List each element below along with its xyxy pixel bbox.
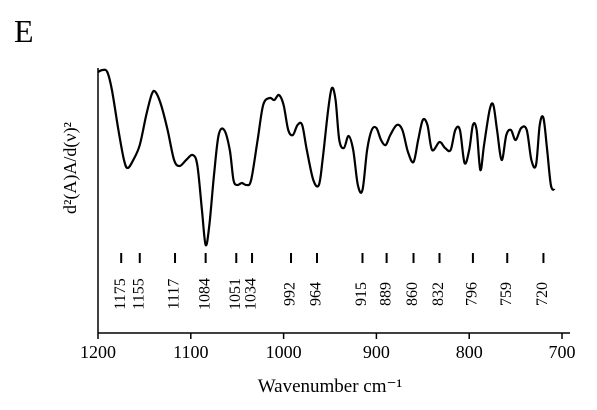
peak-label: 1117 <box>166 279 183 310</box>
peak-label: 1034 <box>243 278 260 310</box>
peak-label: 1051 <box>227 278 244 310</box>
peak-label: 1175 <box>112 278 129 309</box>
y-axis-label: d²(A)A/d(ν)² <box>60 122 81 214</box>
x-tick-label: 900 <box>363 342 390 362</box>
x-tick-label: 1000 <box>266 342 302 362</box>
peak-label: 915 <box>353 282 370 306</box>
peak-label: 832 <box>430 282 447 306</box>
peak-label: 1155 <box>130 278 147 309</box>
peak-label: 860 <box>404 282 421 306</box>
x-tick-label: 700 <box>549 342 576 362</box>
x-tick-label: 1100 <box>173 342 208 362</box>
peak-label: 992 <box>282 282 299 306</box>
peak-label: 720 <box>534 282 551 306</box>
peak-label: 889 <box>377 282 394 306</box>
peak-label: 759 <box>498 282 515 306</box>
x-axis-label: Wavenumber cm⁻¹ <box>258 376 403 397</box>
peak-label: 1084 <box>196 278 213 310</box>
spectrum-line <box>97 68 556 247</box>
panel-label: E <box>14 13 34 49</box>
peak-label: 796 <box>464 282 481 306</box>
x-tick-label: 800 <box>456 342 483 362</box>
peak-label: 964 <box>308 282 325 306</box>
x-tick-label: 1200 <box>80 342 116 362</box>
